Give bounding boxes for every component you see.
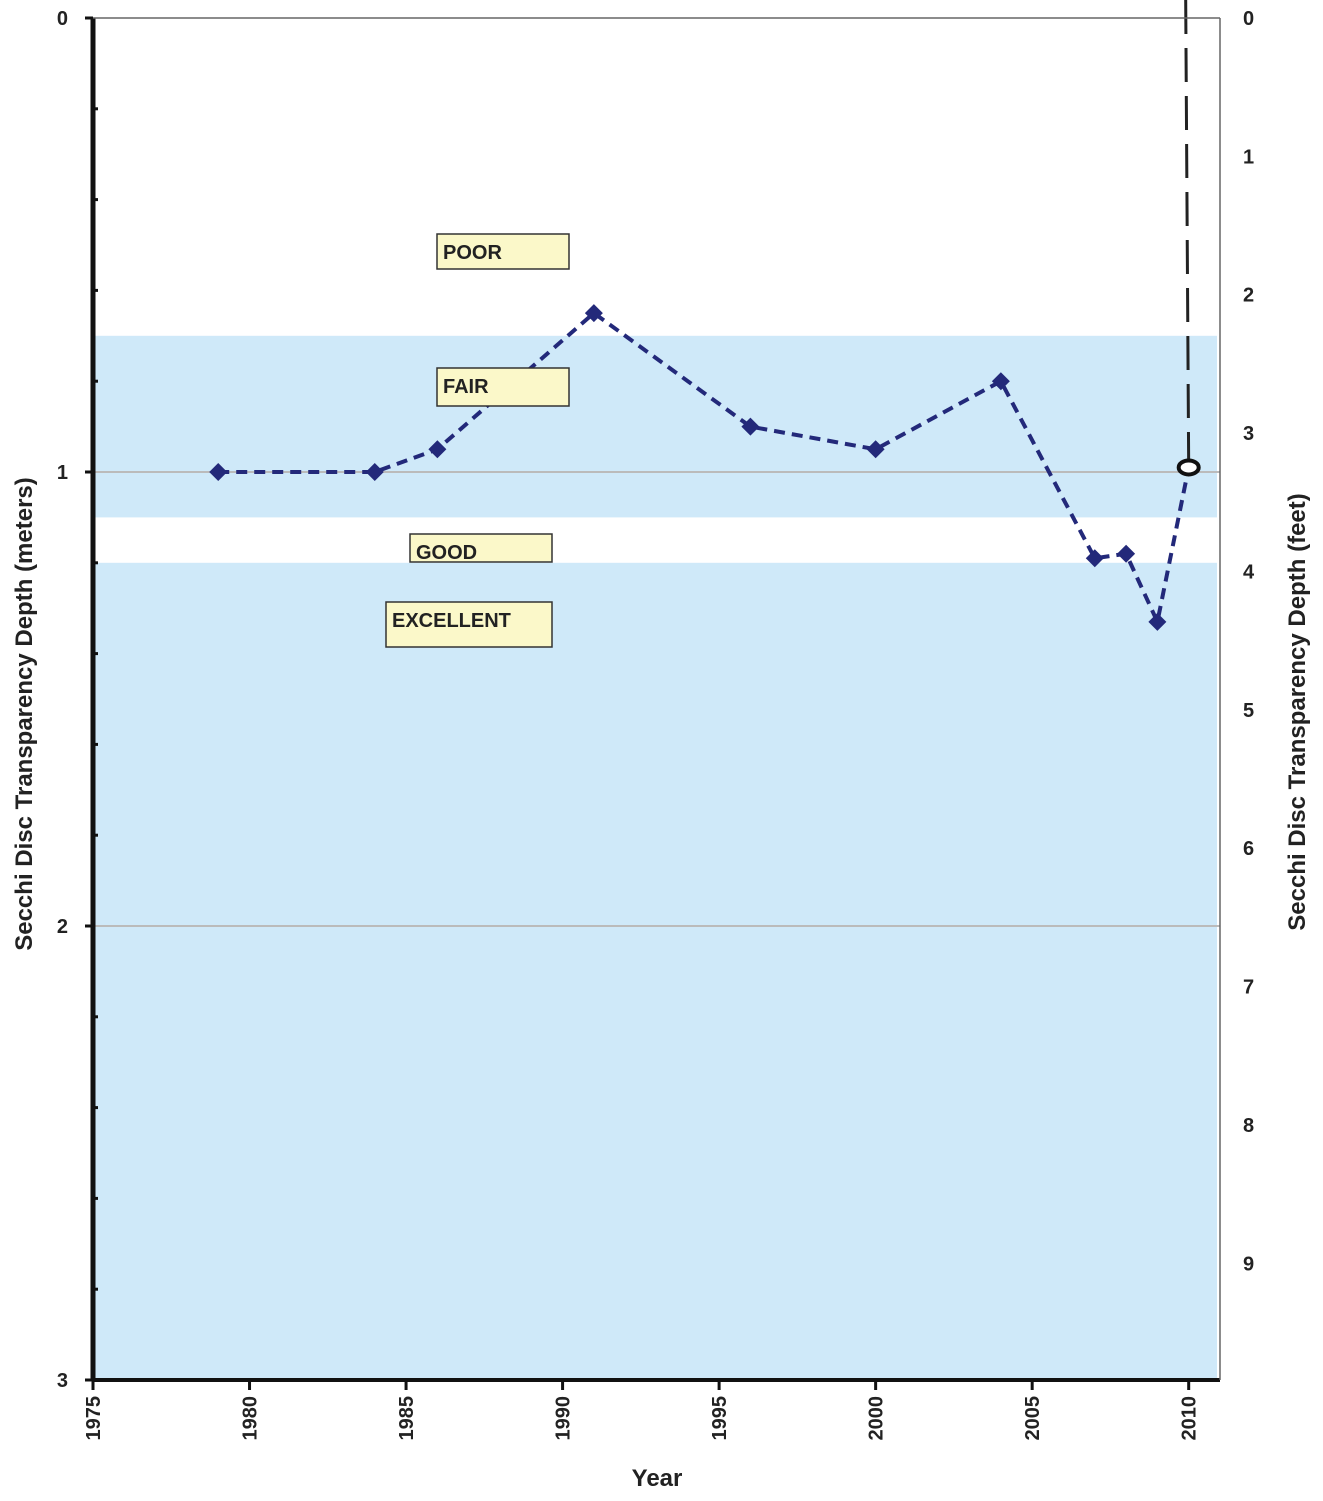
y2-tick-label: 1 (1243, 146, 1254, 168)
data-point (1117, 544, 1136, 563)
data-point (741, 417, 760, 436)
band-label-good: GOOD (416, 542, 477, 564)
data-point (991, 372, 1010, 391)
x-tick-label: 2000 (866, 1396, 888, 1441)
y2-tick-label: 6 (1243, 838, 1254, 860)
band-fair (95, 335, 1217, 518)
y2-tick-label: 8 (1243, 1115, 1254, 1137)
y2-tick-label: 4 (1243, 561, 1255, 583)
band-label-box-poor (436, 233, 570, 270)
band-label-fair: FAIR (443, 376, 489, 398)
y2-tick-label: 7 (1243, 977, 1254, 999)
reference-line-layer (1184, 0, 1191, 468)
y-tick-label: 3 (57, 1370, 68, 1392)
band-label-box-fair (436, 367, 570, 407)
y2-axis-title: Secchi Disc Transparency Depth (feet) (1284, 493, 1311, 930)
band-label-excellent: EXCELLENT (392, 610, 511, 632)
reference-dashed-line (1184, 0, 1191, 468)
x-tick-label: 1975 (83, 1396, 105, 1441)
x-tick-label: 2005 (1022, 1396, 1044, 1441)
series-line (218, 310, 1191, 629)
band-label-box-excellent (385, 601, 553, 648)
series-layer (209, 304, 1201, 631)
axes: 0 1 2 3 0 1 2 3 4 5 6 7 8 9 1975 1980 1985 1990 1995 2000 20… (57, 8, 1255, 1441)
data-point (1085, 549, 1104, 568)
x-tick-label: 2010 (1179, 1396, 1201, 1441)
data-point (1148, 612, 1167, 631)
quality-bands (95, 335, 1217, 1380)
data-point (365, 463, 384, 481)
y-tick-label: 2 (57, 916, 68, 938)
y-tick-label: 1 (57, 462, 68, 484)
data-point (428, 440, 447, 459)
x-tick-label: 1980 (240, 1396, 262, 1441)
band-excellent (95, 562, 1217, 1380)
y2-tick-label: 3 (1243, 423, 1254, 445)
y2-tick-label: 5 (1243, 700, 1254, 722)
data-point (1176, 458, 1201, 477)
data-point (866, 440, 885, 459)
y2-tick-label: 9 (1243, 1253, 1254, 1275)
y-axis-title: Secchi Disc Transparency Depth (meters) (11, 477, 38, 951)
x-axis-title: Year (632, 1465, 683, 1492)
data-point (209, 463, 228, 481)
y2-tick-label: 0 (1243, 8, 1254, 30)
band-labels: POOR FAIR GOOD EXCELLENT (385, 233, 570, 648)
data-point (584, 304, 603, 323)
x-tick-label: 1995 (709, 1396, 731, 1441)
x-tick-label: 1990 (553, 1396, 575, 1441)
y-tick-label: 0 (57, 8, 68, 30)
y2-tick-label: 2 (1243, 285, 1254, 307)
band-label-poor: POOR (443, 242, 502, 264)
x-tick-label: 1985 (396, 1396, 418, 1441)
band-label-box-good (409, 533, 553, 563)
